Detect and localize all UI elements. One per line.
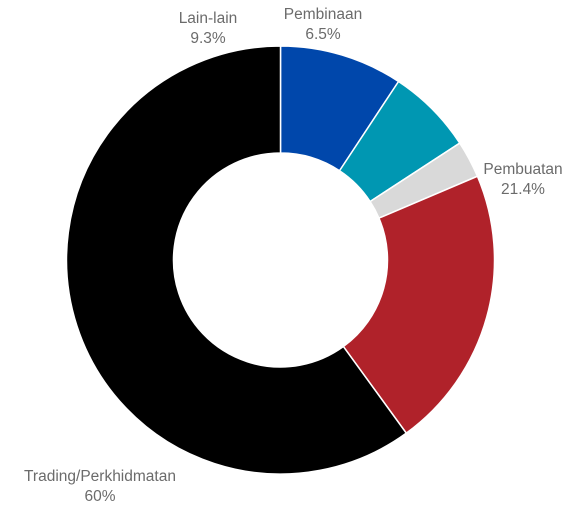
- slice-4-trading-perkhidmatan: [65, 45, 408, 475]
- slice-label-pembuatan-name: Pembuatan: [483, 161, 563, 178]
- slice-label-pembinaan-value: 6.5%: [305, 26, 341, 43]
- slices-group: [65, 45, 496, 475]
- slice-label-pembuatan-value: 21.4%: [501, 181, 545, 198]
- slice-label-lain-lain-name: Lain-lain: [178, 10, 238, 27]
- slice-label-pembinaan-name: Pembinaan: [283, 6, 363, 23]
- slice-3-pembuatan: [342, 175, 496, 435]
- slice-label-lain-lain: Lain-lain 9.3%: [148, 9, 268, 49]
- slice-label-trading-perkhidmatan: Trading/Perkhidmatan 60%: [0, 467, 200, 507]
- slice-label-trading-perkhidmatan-name: Trading/Perkhidmatan: [24, 468, 176, 485]
- slice-label-trading-perkhidmatan-value: 60%: [84, 488, 116, 505]
- slice-label-lain-lain-value: 9.3%: [190, 30, 226, 47]
- slice-label-pembinaan: Pembinaan 6.5%: [258, 5, 388, 45]
- slice-label-pembuatan: Pembuatan 21.4%: [463, 160, 583, 200]
